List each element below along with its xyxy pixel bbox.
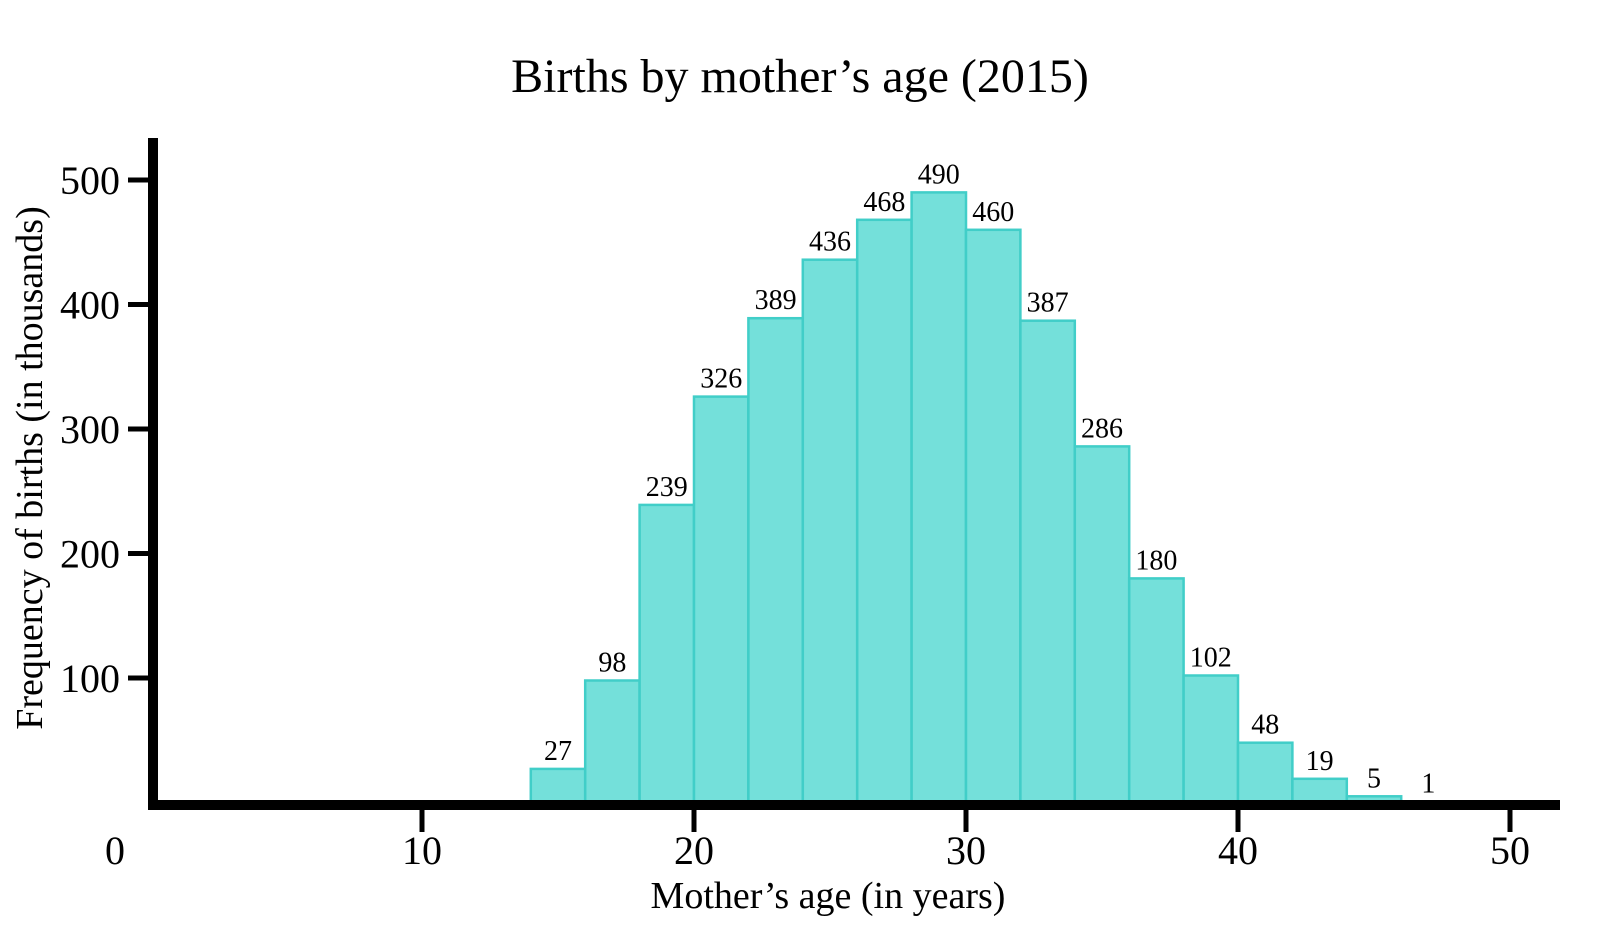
y-tick: [128, 551, 148, 556]
x-axis-title: Mother’s age (in years): [651, 875, 1006, 917]
bar-value-label: 468: [863, 187, 905, 218]
bar-value-label: 389: [755, 285, 797, 316]
bar-value-label: 326: [700, 364, 742, 395]
y-tick-label: 100: [60, 656, 120, 701]
bar-value-label: 387: [1027, 288, 1069, 319]
x-tick-label: 0: [105, 828, 125, 873]
bar-value-label: 436: [809, 227, 851, 258]
histogram-bar: [638, 503, 696, 804]
bars-group: [529, 191, 1457, 804]
y-tick: [128, 177, 148, 183]
bar-value-label: 490: [918, 159, 960, 190]
x-tick: [691, 810, 697, 832]
bar-value-label: 460: [972, 197, 1014, 228]
histogram-bar: [529, 767, 587, 804]
bar-value-label: 5: [1367, 763, 1381, 794]
axes-group: [128, 138, 1560, 832]
histogram-bar: [801, 258, 859, 804]
bar-value-label: 1: [1421, 768, 1435, 799]
y-axis-title: Frequency of births (in thousands): [9, 206, 51, 729]
histogram-bar: [1182, 674, 1240, 804]
x-tick-label: 40: [1218, 828, 1258, 873]
x-tick: [419, 810, 425, 832]
histogram-bar: [1291, 777, 1349, 804]
bar-value-label: 239: [646, 472, 688, 503]
x-tick: [963, 810, 969, 832]
bar-value-label: 27: [544, 736, 572, 767]
bar-value-label: 180: [1135, 545, 1177, 576]
bar-value-label: 98: [598, 648, 626, 679]
x-axis-line: [148, 800, 1560, 810]
histogram-bar: [1019, 319, 1077, 804]
histogram-bar: [1127, 577, 1185, 804]
histogram-bar: [1236, 741, 1294, 804]
y-tick-label: 200: [60, 532, 120, 577]
bar-value-labels-group: 27 98 239 326 389 436 468 490 460 387 286 180 102 48 1…: [544, 159, 1435, 799]
histogram-bar: [855, 218, 913, 804]
histogram-bar: [583, 679, 641, 804]
y-tick: [128, 675, 148, 681]
x-tick: [1235, 810, 1241, 832]
y-tick: [128, 426, 148, 432]
histogram-bar: [1073, 445, 1131, 804]
y-axis-line: [148, 138, 158, 810]
bar-value-label: 48: [1251, 710, 1279, 741]
bar-value-label: 19: [1306, 746, 1334, 777]
x-tick-label: 50: [1490, 828, 1530, 873]
y-tick-label: 400: [60, 283, 120, 328]
y-tick: [128, 302, 148, 307]
x-tick-label: 10: [402, 828, 442, 873]
histogram-bar: [964, 228, 1022, 804]
bar-value-label: 286: [1081, 413, 1123, 444]
y-tick-label: 500: [60, 158, 120, 203]
chart-title: Births by mother’s age (2015): [511, 50, 1089, 103]
histogram-bar: [910, 191, 968, 804]
x-tick-label: 30: [946, 828, 986, 873]
histogram-bar: [747, 316, 805, 804]
x-tick-label: 20: [674, 828, 714, 873]
bar-value-label: 102: [1190, 643, 1232, 674]
histogram-bar: [692, 395, 750, 804]
x-tick: [1507, 810, 1513, 832]
y-tick-label: 300: [60, 407, 120, 452]
